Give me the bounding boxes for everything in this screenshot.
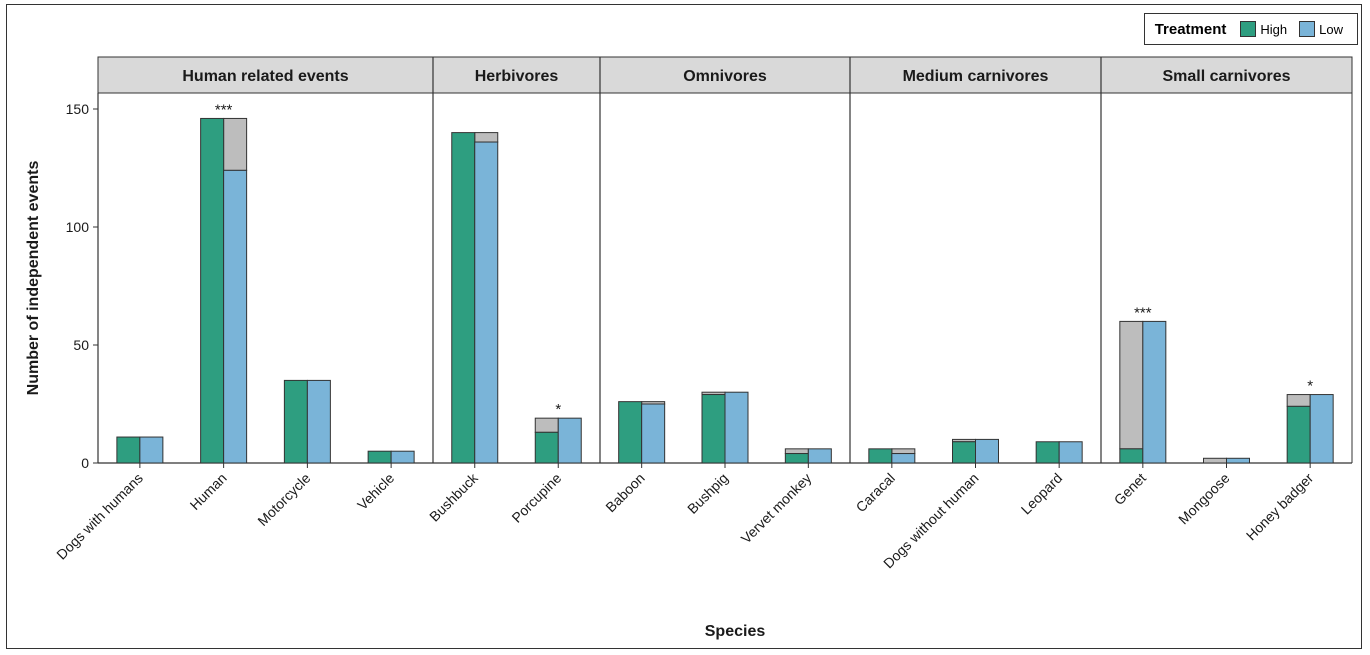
bar-diff-low-human	[223, 117, 248, 171]
bar-high-caracal	[868, 448, 893, 464]
legend: Treatment High Low	[1143, 13, 1358, 45]
significance-marker-human: ***	[215, 101, 233, 118]
legend-swatch-low	[1299, 21, 1316, 37]
x-tick-label-dogs-without-human: Dogs without human	[880, 470, 982, 572]
bar-low-leopard	[1058, 441, 1083, 464]
panel-title: Small carnivores	[1162, 68, 1290, 85]
bar-high-vehicle	[367, 450, 392, 464]
bar-diff-high-porcupine	[534, 417, 559, 433]
y-tick-label: 50	[73, 337, 89, 353]
legend-label-low: Low	[1319, 21, 1343, 37]
x-tick-label-genet: Genet	[1111, 470, 1149, 508]
bar-high-dogs-with-humans	[116, 436, 141, 464]
legend-swatch-high	[1240, 21, 1257, 37]
bar-low-vervet-monkey	[807, 448, 832, 464]
legend-label-high: High	[1260, 21, 1288, 37]
significance-marker-honey-badger: *	[1307, 378, 1313, 395]
bar-diff-high-vervet-monkey	[784, 448, 809, 455]
legend-entry-high: High	[1236, 21, 1291, 37]
x-tick-label-bushbuck: Bushbuck	[426, 469, 481, 524]
panel-title: Omnivores	[683, 68, 767, 85]
bar-low-mongoose	[1226, 457, 1250, 464]
significance-marker-genet: ***	[1134, 304, 1152, 321]
bar-high-baboon	[618, 401, 643, 464]
bar-high-motorcycle	[283, 379, 308, 464]
x-tick-label-human: Human	[187, 470, 230, 513]
x-axis-title: Species	[705, 623, 766, 640]
x-tick-label-motorcycle: Motorcycle	[254, 470, 313, 529]
y-axis-title: Number of independent events	[25, 161, 42, 396]
bar-diff-high-genet	[1119, 320, 1144, 450]
x-tick-label-leopard: Leopard	[1018, 470, 1066, 518]
bar-low-bushpig	[724, 391, 749, 464]
y-tick-label: 100	[66, 219, 90, 235]
significance-marker-porcupine: *	[555, 401, 561, 418]
bar-high-bushbuck	[451, 132, 476, 464]
bar-low-human	[223, 169, 248, 464]
y-tick-label: 150	[66, 101, 90, 117]
bar-low-vehicle	[390, 450, 415, 464]
chart-frame	[6, 4, 1362, 649]
legend-title: Treatment	[1154, 20, 1227, 38]
bar-high-porcupine	[534, 431, 559, 464]
x-tick-label-bushpig: Bushpig	[684, 470, 731, 517]
bar-low-dogs-with-humans	[139, 436, 164, 464]
legend-entry-low: Low	[1295, 21, 1347, 37]
bar-low-dogs-without-human	[975, 438, 999, 464]
bar-high-genet	[1119, 448, 1144, 464]
bar-low-bushbuck	[474, 141, 499, 464]
bar-high-honey-badger	[1286, 405, 1311, 464]
x-tick-label-mongoose: Mongoose	[1175, 470, 1233, 528]
x-tick-label-caracal: Caracal	[853, 470, 898, 515]
bar-high-leopard	[1035, 441, 1060, 464]
bar-diff-low-bushbuck	[474, 132, 499, 143]
bar-high-vervet-monkey	[784, 453, 809, 464]
bar-low-porcupine	[557, 417, 582, 464]
bar-low-motorcycle	[306, 379, 331, 464]
panel-title: Herbivores	[475, 68, 559, 85]
bar-diff-low-caracal	[891, 448, 916, 455]
bar-low-baboon	[641, 403, 666, 464]
panel-title: Medium carnivores	[903, 68, 1049, 85]
bar-low-genet	[1142, 320, 1167, 464]
x-tick-label-honey-badger: Honey badger	[1243, 470, 1317, 544]
bar-high-bushpig	[701, 394, 726, 464]
x-tick-label-porcupine: Porcupine	[508, 470, 564, 526]
bar-low-caracal	[891, 453, 916, 464]
bar-diff-high-mongoose	[1203, 457, 1227, 464]
x-tick-label-dogs-with-humans: Dogs with humans	[53, 470, 146, 563]
bar-high-dogs-without-human	[952, 441, 976, 464]
bar-low-honey-badger	[1309, 394, 1334, 464]
y-tick-label: 0	[81, 455, 89, 471]
bar-diff-high-honey-badger	[1286, 394, 1311, 407]
panel-header-strip	[97, 56, 1353, 94]
x-tick-label-vervet-monkey: Vervet monkey	[738, 470, 815, 547]
bar-high-human	[200, 117, 225, 464]
panel-title: Human related events	[182, 68, 348, 85]
x-tick-label-baboon: Baboon	[602, 470, 647, 515]
x-tick-label-vehicle: Vehicle	[354, 470, 397, 513]
